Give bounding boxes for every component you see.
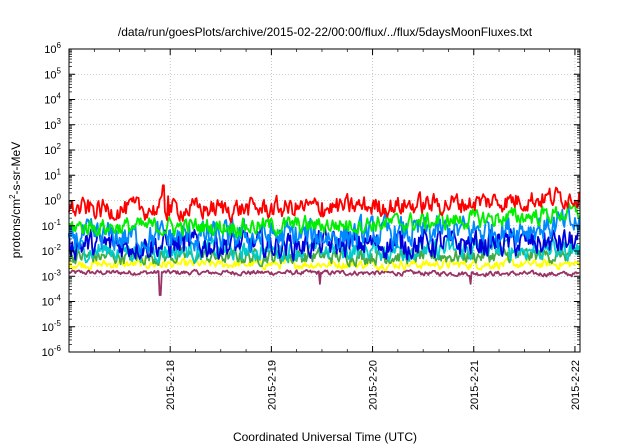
y-tick-label: 102 xyxy=(44,142,61,157)
x-axis-label: Coordinated Universal Time (UTC) xyxy=(233,430,417,444)
y-tick-label: 104 xyxy=(44,92,61,107)
y-tick-label: 106 xyxy=(44,41,61,56)
series-line xyxy=(68,202,581,239)
x-tick-label: 2015-2-21 xyxy=(469,360,481,410)
series-line xyxy=(68,205,581,256)
x-tick-label: 2015-2-22 xyxy=(570,360,582,410)
y-tick-label: 10-5 xyxy=(42,319,62,334)
series-line xyxy=(68,257,581,272)
series-line xyxy=(68,184,581,224)
y-label-base: protons/cm xyxy=(9,199,23,258)
series-line xyxy=(68,244,580,268)
y-axis-label: protons/cm2-s-sr-MeV xyxy=(8,142,23,258)
y-tick-label: 10-4 xyxy=(42,294,62,309)
y-tick-label: 10-6 xyxy=(42,344,62,359)
y-tick-label: 101 xyxy=(44,167,61,182)
x-tick-label: 2015-2-18 xyxy=(165,360,177,410)
y-label-rest: -s-sr-MeV xyxy=(9,142,23,195)
grid xyxy=(69,49,580,352)
y-tick-label: 10-3 xyxy=(42,268,62,283)
y-axis-ticks: 10-6 10-5 10-4 10-3 10-2 10-1 100 101 102 103 104 1… xyxy=(42,41,580,359)
y-tick-label: 105 xyxy=(44,66,61,81)
y-tick-label: 100 xyxy=(44,193,61,208)
x-axis-ticks: 2015-2-18 2015-2-19 2015-2-20 2015-2-21 2015… xyxy=(93,49,582,410)
y-tick-label: 103 xyxy=(44,117,61,132)
series-line xyxy=(68,268,580,297)
x-tick-label: 2015-2-20 xyxy=(368,360,380,410)
x-tick-label: 2015-2-19 xyxy=(266,360,278,410)
y-tick-label: 10-2 xyxy=(42,243,62,258)
series-group xyxy=(68,184,581,297)
y-tick-label: 10-1 xyxy=(42,218,62,233)
y-label-sup: 2 xyxy=(8,194,17,199)
chart-title: /data/run/goesPlots/archive/2015-02-22/0… xyxy=(118,25,533,39)
